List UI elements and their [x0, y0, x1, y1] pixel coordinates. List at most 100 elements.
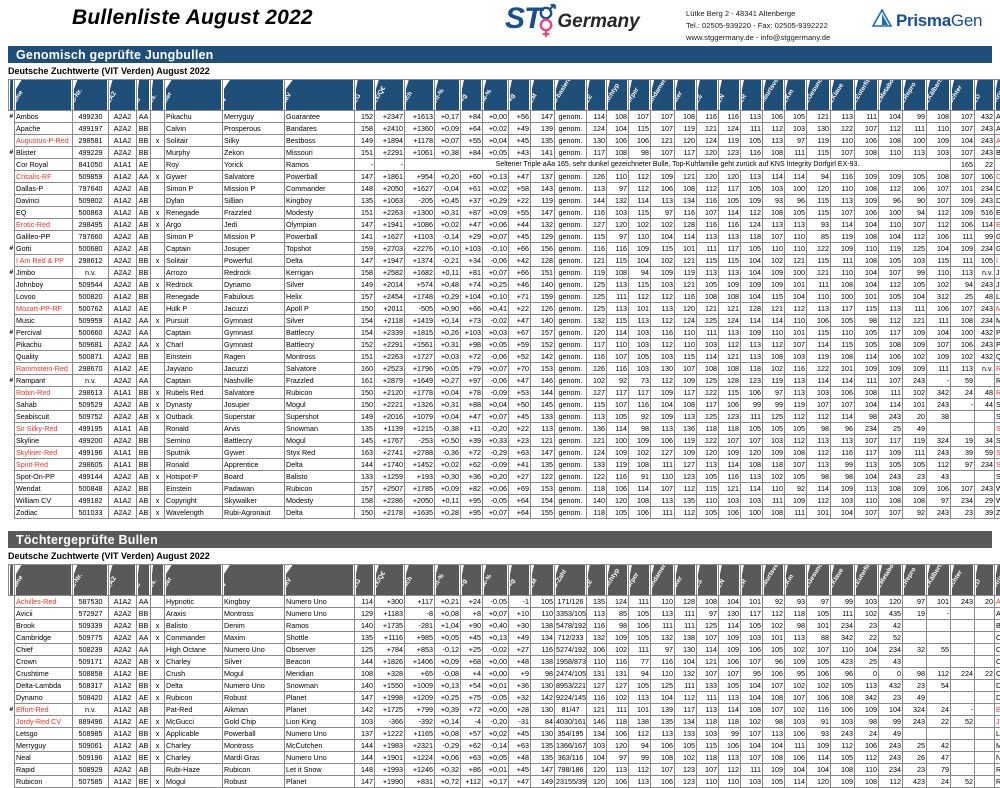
metric-value: 105: [831, 752, 855, 764]
maternal-grandsire: Gymnast: [223, 315, 285, 327]
metric-value: +34: [461, 255, 483, 267]
metric-value: 116: [697, 219, 719, 231]
metric-value: 115: [697, 740, 719, 752]
metric-value: 110: [831, 644, 855, 656]
beta-casein: BE: [137, 668, 151, 680]
metric-value: 126: [587, 363, 607, 375]
metric-value: -205: [405, 195, 435, 207]
metric-value: 100: [879, 207, 903, 219]
metric-value: 23155/3951: [555, 776, 587, 788]
metric-value: +0,38: [435, 147, 461, 159]
metric-value: 106: [741, 644, 763, 656]
metric-value: 95: [741, 668, 763, 680]
bes-flag: [151, 291, 165, 303]
metric-value: 112: [741, 207, 763, 219]
metric-value: 103: [785, 351, 807, 363]
metric-value: 112: [651, 315, 675, 327]
metric-value: 105: [741, 183, 763, 195]
column-header-label: RZG: [355, 92, 365, 109]
metric-value: 108: [675, 111, 697, 123]
metric-value: 105: [855, 339, 879, 351]
metric-value: 137: [355, 728, 375, 740]
metric-value: +45: [461, 632, 483, 644]
metric-value: 103: [927, 147, 951, 159]
bes-flag: x: [151, 207, 165, 219]
metric-value: 104: [675, 656, 697, 668]
metric-value: 138: [531, 620, 555, 632]
metric-value: 92: [763, 596, 785, 608]
a2a2-genotype: A2A2: [109, 656, 137, 668]
metric-value: 127: [651, 447, 675, 459]
metric-value: 137: [531, 171, 555, 183]
metric-value: +47: [509, 375, 531, 387]
metric-value: 111: [741, 123, 763, 135]
metric-value: +2879: [375, 375, 405, 387]
metric-value: 121: [587, 435, 607, 447]
column-header-label: Eiw-%: [483, 572, 495, 594]
metric-value: 113: [741, 171, 763, 183]
metric-value: 108: [697, 596, 719, 608]
metric-value: genom.: [555, 435, 587, 447]
a2a2-genotype: A1A2: [109, 315, 137, 327]
metric-value: 117: [879, 435, 903, 447]
metric-value: 107: [651, 483, 675, 495]
column-header-k-rper: Körper: [629, 565, 651, 596]
metric-value: 109: [927, 135, 951, 147]
metric-value: 432: [879, 680, 903, 692]
metric-value: 97: [927, 495, 951, 507]
metric-value: 97: [807, 596, 831, 608]
metric-value: 112: [807, 495, 831, 507]
metric-value: 150: [355, 387, 375, 399]
column-header-label: Töchter: [951, 83, 966, 109]
